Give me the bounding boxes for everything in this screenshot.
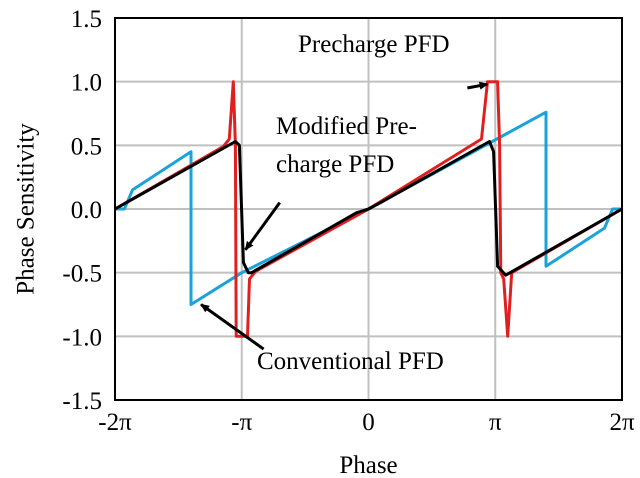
- x-tick-label: 2π: [609, 409, 635, 436]
- x-tick-label: 0: [362, 409, 375, 436]
- annotation-arrow: [467, 81, 489, 90]
- series-lines: [114, 80, 623, 338]
- annotation-arrow: [200, 303, 265, 351]
- y-tick-label: -0.5: [62, 261, 102, 288]
- x-tick-label: π: [489, 409, 502, 436]
- series-line-3: [114, 140, 623, 277]
- y-tick-label: -1.0: [62, 324, 102, 351]
- y-tick-label: 1.5: [71, 6, 102, 33]
- y-axis-label: Phase Sensitivity: [13, 123, 40, 295]
- y-tick-labels: -1.5 -1.0 -0.5 0.0 0.5 1.0 1.5: [62, 6, 102, 415]
- annotation-arrow: [244, 201, 281, 251]
- annotation-label: Conventional PFD: [257, 348, 444, 375]
- x-tick-labels: -2π -π 0 π 2π: [98, 409, 635, 436]
- y-tick-label: -1.5: [62, 388, 102, 415]
- x-tick-label: -2π: [98, 409, 132, 436]
- x-axis-label: Phase: [339, 452, 397, 478]
- y-tick-label: 0.0: [71, 197, 102, 224]
- y-tick-label: 0.5: [71, 133, 102, 160]
- y-tick-label: 1.0: [71, 70, 102, 97]
- x-tick-label: -π: [231, 409, 252, 436]
- plot-frame: [114, 17, 623, 401]
- annotation-label: Precharge PFD: [298, 31, 450, 58]
- annotation-label: Modified Pre-charge PFD: [276, 113, 417, 178]
- annotations: Precharge PFD Modified Pre-charge PFD Conv…: [200, 31, 489, 375]
